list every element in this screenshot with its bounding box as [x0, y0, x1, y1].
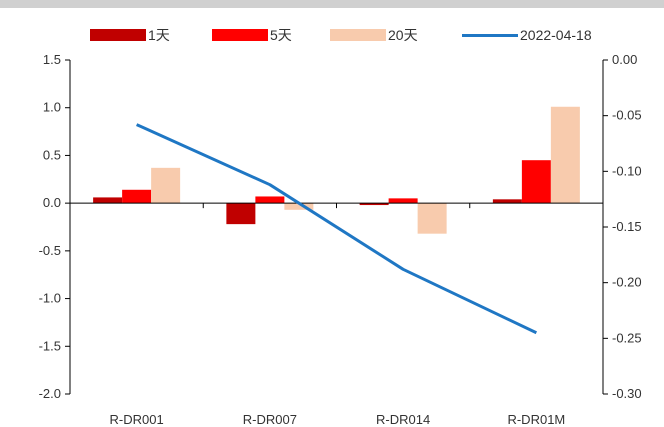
x-tick-label: R-DR014 — [376, 412, 430, 427]
y-left-tick-label: -1.5 — [39, 338, 61, 353]
bar-20天-R-DR001 — [151, 167, 181, 204]
legend-item-5day: 5天 — [212, 26, 292, 44]
y-left-tick-label: 1.5 — [43, 52, 61, 67]
y-left-tick-label: -1.0 — [39, 291, 61, 306]
y-left-tick-label: -2.0 — [39, 386, 61, 401]
bar-1天-R-DR001 — [93, 197, 123, 204]
bar-5天-R-DR007 — [255, 196, 285, 204]
x-tick-label: R-DR001 — [110, 412, 164, 427]
y-right-tick-label: -0.05 — [612, 108, 642, 123]
y-right-tick-label: -0.10 — [612, 163, 642, 178]
y-left-tick-label: -0.5 — [39, 243, 61, 258]
x-tick-label: R-DR007 — [243, 412, 297, 427]
bar-5天-R-DR014 — [388, 198, 418, 204]
bar-1天-R-DR014 — [359, 203, 389, 206]
bar-1天-R-DR007 — [226, 203, 256, 225]
bar-20天-R-DR01M — [550, 106, 580, 204]
y-right-tick-label: -0.15 — [612, 219, 642, 234]
legend-label-date: 2022-04-18 — [520, 27, 592, 43]
x-tick-label: R-DR01M — [507, 412, 565, 427]
legend-item-1day: 1天 — [90, 26, 170, 44]
legend-line-date — [462, 33, 518, 37]
legend-swatch-5day — [212, 29, 268, 41]
bar-5天-R-DR001 — [122, 189, 152, 204]
y-left-tick-label: 1.0 — [43, 100, 61, 115]
y-right-tick-label: -0.25 — [612, 330, 642, 345]
y-right-tick-label: 0.00 — [612, 52, 637, 67]
bar-20天-R-DR007 — [284, 203, 314, 210]
legend-label-1day: 1天 — [148, 27, 170, 43]
legend-label-5day: 5天 — [270, 27, 292, 43]
y-right-tick-label: -0.20 — [612, 275, 642, 290]
legend-swatch-1day — [90, 29, 146, 41]
bar-1天-R-DR01M — [492, 199, 522, 204]
legend: 1天 5天 20天 2022-04-18 — [0, 22, 664, 48]
y-left-tick-label: 0.5 — [43, 147, 61, 162]
bar-5天-R-DR01M — [521, 160, 551, 204]
bar-20天-R-DR014 — [417, 203, 447, 234]
legend-item-20day: 20天 — [330, 26, 418, 44]
top-divider — [0, 0, 664, 8]
series-line-2022-04-18 — [136, 123, 538, 335]
y-right-tick-label: -0.30 — [612, 386, 642, 401]
legend-swatch-20day — [330, 29, 386, 41]
legend-label-20day: 20天 — [388, 27, 418, 43]
y-left-tick-label: 0.0 — [43, 195, 61, 210]
legend-item-date: 2022-04-18 — [462, 26, 592, 44]
